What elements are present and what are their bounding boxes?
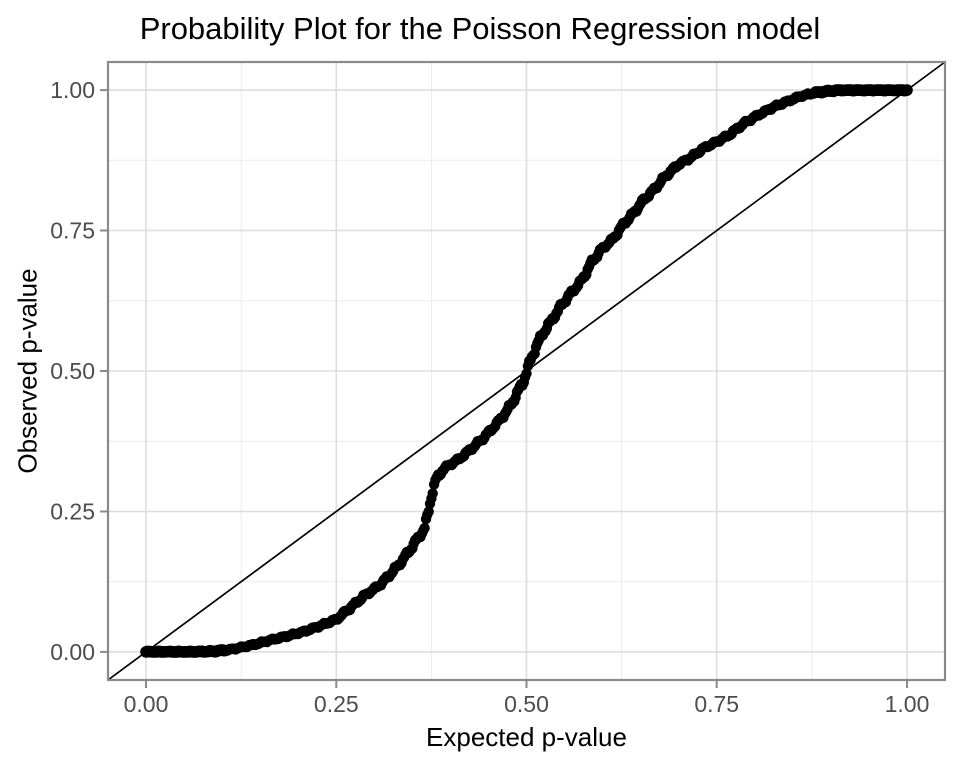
data-point — [423, 506, 434, 517]
y-tick-label: 0.00 — [50, 639, 95, 665]
y-tick-labels: 0.00 0.25 0.50 0.75 1.00 — [50, 77, 95, 665]
x-axis-ticks — [145, 681, 908, 688]
x-tick-label: 0.00 — [124, 691, 169, 717]
x-tick-label: 1.00 — [885, 691, 930, 717]
data-point — [427, 488, 438, 499]
y-tick-label: 0.25 — [50, 499, 95, 525]
data-point — [901, 84, 913, 96]
pp-scatter-points — [140, 84, 913, 658]
x-axis-title: Expected p-value — [426, 722, 627, 752]
y-tick-label: 1.00 — [50, 77, 95, 103]
x-tick-label: 0.75 — [694, 691, 739, 717]
data-point — [419, 522, 430, 534]
y-tick-label: 0.50 — [50, 358, 95, 384]
plot-title: Probability Plot for the Poisson Regress… — [139, 11, 821, 46]
panel-border — [106, 60, 947, 682]
y-axis-ticks — [100, 89, 107, 653]
x-tick-labels: 0.00 0.25 0.50 0.75 1.00 — [124, 691, 930, 717]
x-tick-label: 0.25 — [314, 691, 359, 717]
x-tick-label: 0.50 — [504, 691, 549, 717]
y-tick-label: 0.75 — [50, 218, 95, 244]
